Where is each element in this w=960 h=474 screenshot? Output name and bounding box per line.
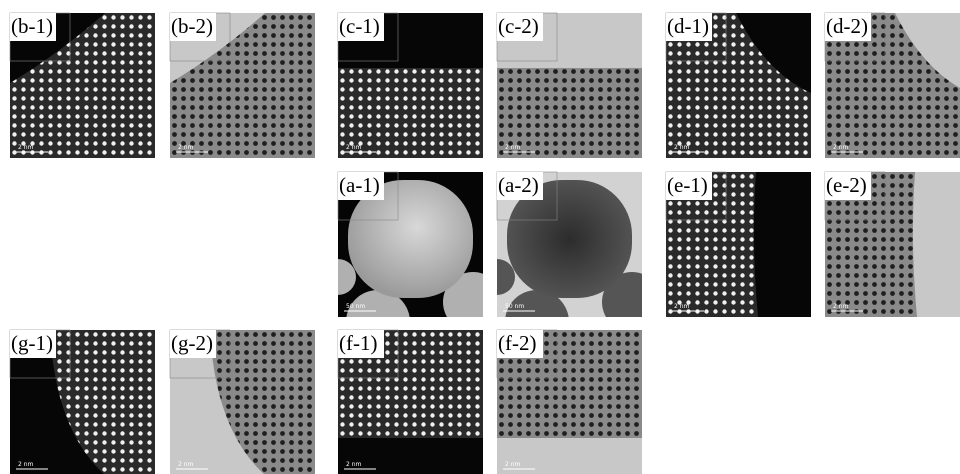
scale-text: 2 nm — [346, 461, 362, 468]
panel: (c-1) 2 nm — [338, 13, 483, 158]
panel: (f-1) 2 nm — [338, 330, 483, 474]
scale-text: 2 nm — [18, 461, 34, 468]
panel: (d-1) 2 nm — [666, 13, 811, 158]
figure: (b-1)2 nm(b-2)2 nm(c-1)2 nm(c-2)2 nm(d-1… — [0, 0, 960, 474]
scale-text: 2 nm — [18, 144, 34, 151]
panel: (e-1) 2 nm — [666, 172, 811, 317]
scale-text: 2 nm — [178, 144, 194, 151]
scale-text: 2 nm — [178, 461, 194, 468]
panel-label: (b-1) — [11, 14, 53, 38]
scale-text: 2 nm — [505, 144, 521, 151]
panel-label: (a-2) — [498, 173, 539, 197]
particle — [479, 259, 515, 295]
scale-text: 2 nm — [674, 144, 690, 151]
scale-text: 2 nm — [346, 144, 362, 151]
page: {"panels": [ {"label": "(b-1)", "scale":… — [0, 0, 960, 474]
panel: (b-1) 2 nm — [10, 13, 155, 158]
panel: (g-1) 2 nm — [10, 330, 155, 474]
panel-label: (e-1) — [667, 173, 708, 197]
panel-label: (c-1) — [339, 14, 380, 38]
panel: (f-2) 2 nm — [497, 330, 642, 474]
scale-text: 2 nm — [833, 144, 849, 151]
panel-label: (d-2) — [826, 14, 868, 38]
panel: (g-2) 2 nm — [170, 330, 315, 474]
panel: (b-2) 2 nm — [170, 13, 315, 158]
panel-label: (f-2) — [498, 331, 536, 355]
panel-label: (d-1) — [667, 14, 709, 38]
panel-label: (g-1) — [11, 331, 53, 355]
panel-label: (a-1) — [339, 173, 380, 197]
panel-label: (g-2) — [171, 331, 213, 355]
scale-text: 2 nm — [505, 461, 521, 468]
scale-text: 50 nm — [505, 303, 524, 310]
panel: (a-2) 50 nm — [479, 172, 662, 354]
particle — [320, 259, 356, 295]
panel: (e-2) 2 nm — [825, 172, 960, 317]
scale-text: 2 nm — [674, 303, 690, 310]
panel: (c-2) 2 nm — [497, 13, 642, 158]
panel: (d-2) 2 nm — [825, 13, 960, 158]
panel-label: (f-1) — [339, 331, 377, 355]
panel-label: (b-2) — [171, 14, 213, 38]
panel: (a-1) 50 nm — [320, 172, 503, 354]
panel-label: (c-2) — [498, 14, 539, 38]
scale-text: 2 nm — [833, 303, 849, 310]
scale-text: 50 nm — [346, 303, 365, 310]
panel-label: (e-2) — [826, 173, 867, 197]
